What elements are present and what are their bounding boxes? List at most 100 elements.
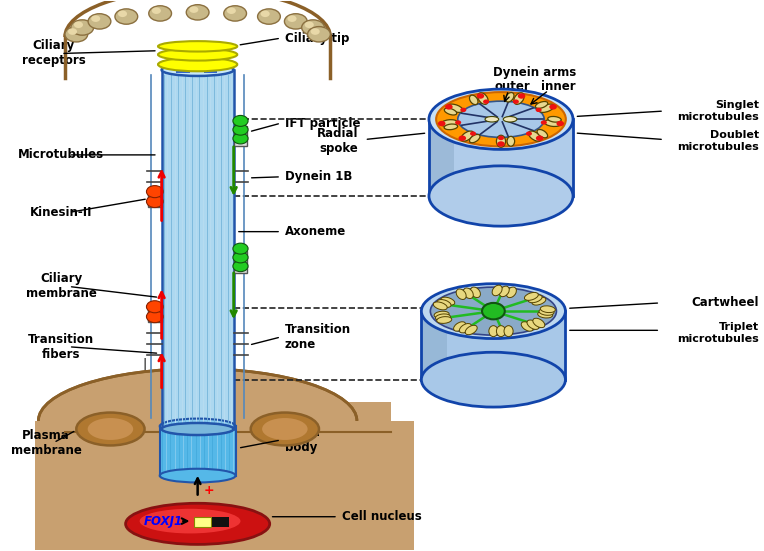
Ellipse shape xyxy=(422,284,565,338)
Text: Transition
fibers: Transition fibers xyxy=(28,333,94,361)
Ellipse shape xyxy=(456,289,466,300)
Circle shape xyxy=(541,120,547,125)
Bar xyxy=(429,119,454,196)
Ellipse shape xyxy=(437,317,452,323)
Ellipse shape xyxy=(224,6,247,21)
Ellipse shape xyxy=(497,326,506,337)
Ellipse shape xyxy=(536,101,548,109)
Text: Doublet
microtubules: Doublet microtubules xyxy=(677,131,759,152)
Ellipse shape xyxy=(471,287,481,298)
Circle shape xyxy=(91,15,100,22)
Ellipse shape xyxy=(545,120,561,127)
Ellipse shape xyxy=(445,108,457,115)
Ellipse shape xyxy=(463,288,473,299)
Circle shape xyxy=(118,10,127,17)
Bar xyxy=(34,421,414,549)
Ellipse shape xyxy=(308,26,330,42)
Ellipse shape xyxy=(532,297,546,305)
Circle shape xyxy=(189,6,199,13)
Bar xyxy=(148,188,162,207)
Circle shape xyxy=(497,141,505,147)
Ellipse shape xyxy=(76,413,144,445)
Ellipse shape xyxy=(262,418,308,440)
Circle shape xyxy=(438,121,445,126)
Ellipse shape xyxy=(433,302,447,310)
Circle shape xyxy=(470,131,476,136)
Ellipse shape xyxy=(149,6,172,21)
Ellipse shape xyxy=(527,320,539,329)
Text: Ciliary
receptors: Ciliary receptors xyxy=(21,40,86,67)
Circle shape xyxy=(526,131,532,136)
Ellipse shape xyxy=(434,311,449,318)
Ellipse shape xyxy=(528,295,542,302)
Ellipse shape xyxy=(71,20,94,35)
Ellipse shape xyxy=(429,166,573,226)
Circle shape xyxy=(233,252,248,263)
Text: Radial
spoke: Radial spoke xyxy=(317,127,358,155)
Ellipse shape xyxy=(125,503,270,544)
Circle shape xyxy=(74,21,83,28)
Ellipse shape xyxy=(430,287,556,335)
Text: Ciliary tip: Ciliary tip xyxy=(285,31,349,45)
Circle shape xyxy=(233,115,248,126)
Circle shape xyxy=(147,186,163,198)
Ellipse shape xyxy=(503,116,517,122)
Ellipse shape xyxy=(160,419,235,434)
Ellipse shape xyxy=(436,92,566,147)
Circle shape xyxy=(147,196,163,208)
Circle shape xyxy=(483,100,489,104)
Bar xyxy=(422,311,447,380)
Ellipse shape xyxy=(429,89,573,149)
Text: IFT particle: IFT particle xyxy=(285,117,361,129)
Ellipse shape xyxy=(469,134,480,143)
Bar xyxy=(212,517,228,527)
Circle shape xyxy=(233,243,248,254)
Ellipse shape xyxy=(485,116,499,122)
Text: Dynein arms: Dynein arms xyxy=(494,66,577,79)
Ellipse shape xyxy=(489,326,498,337)
Ellipse shape xyxy=(533,318,545,328)
Bar xyxy=(176,63,190,73)
Ellipse shape xyxy=(140,509,241,533)
Text: Kinesin-II: Kinesin-II xyxy=(30,206,92,219)
Bar xyxy=(148,303,162,322)
Circle shape xyxy=(513,100,519,104)
Text: Plasma
membrane: Plasma membrane xyxy=(11,429,82,457)
Circle shape xyxy=(549,104,557,110)
Ellipse shape xyxy=(540,306,555,312)
Text: Ciliary
membrane: Ciliary membrane xyxy=(26,272,96,300)
Text: +: + xyxy=(204,484,215,498)
Circle shape xyxy=(445,104,452,110)
Circle shape xyxy=(455,120,461,125)
Ellipse shape xyxy=(504,326,513,337)
Circle shape xyxy=(68,28,77,35)
Circle shape xyxy=(477,93,484,99)
Ellipse shape xyxy=(422,352,565,407)
Bar xyxy=(429,119,573,196)
Circle shape xyxy=(233,261,248,272)
Bar xyxy=(234,251,248,273)
FancyBboxPatch shape xyxy=(65,402,391,549)
Ellipse shape xyxy=(158,41,238,52)
Ellipse shape xyxy=(506,93,514,102)
Circle shape xyxy=(536,107,542,112)
Text: Axoneme: Axoneme xyxy=(285,225,346,238)
Text: Singlet
microtubules: Singlet microtubules xyxy=(677,100,759,122)
Circle shape xyxy=(536,136,543,141)
Ellipse shape xyxy=(88,14,111,29)
Ellipse shape xyxy=(162,423,234,435)
Ellipse shape xyxy=(529,131,541,141)
Ellipse shape xyxy=(88,418,133,440)
Circle shape xyxy=(458,136,466,141)
Text: Triplet
microtubules: Triplet microtubules xyxy=(677,322,759,344)
Circle shape xyxy=(460,107,466,112)
Ellipse shape xyxy=(65,26,88,42)
Ellipse shape xyxy=(497,135,506,147)
Ellipse shape xyxy=(507,287,516,298)
Ellipse shape xyxy=(448,104,463,112)
Text: Dynein 1B: Dynein 1B xyxy=(285,170,352,183)
Text: Basal
body: Basal body xyxy=(285,426,321,454)
Ellipse shape xyxy=(459,323,471,333)
Circle shape xyxy=(311,28,320,35)
Text: Transition
zone: Transition zone xyxy=(285,323,351,351)
